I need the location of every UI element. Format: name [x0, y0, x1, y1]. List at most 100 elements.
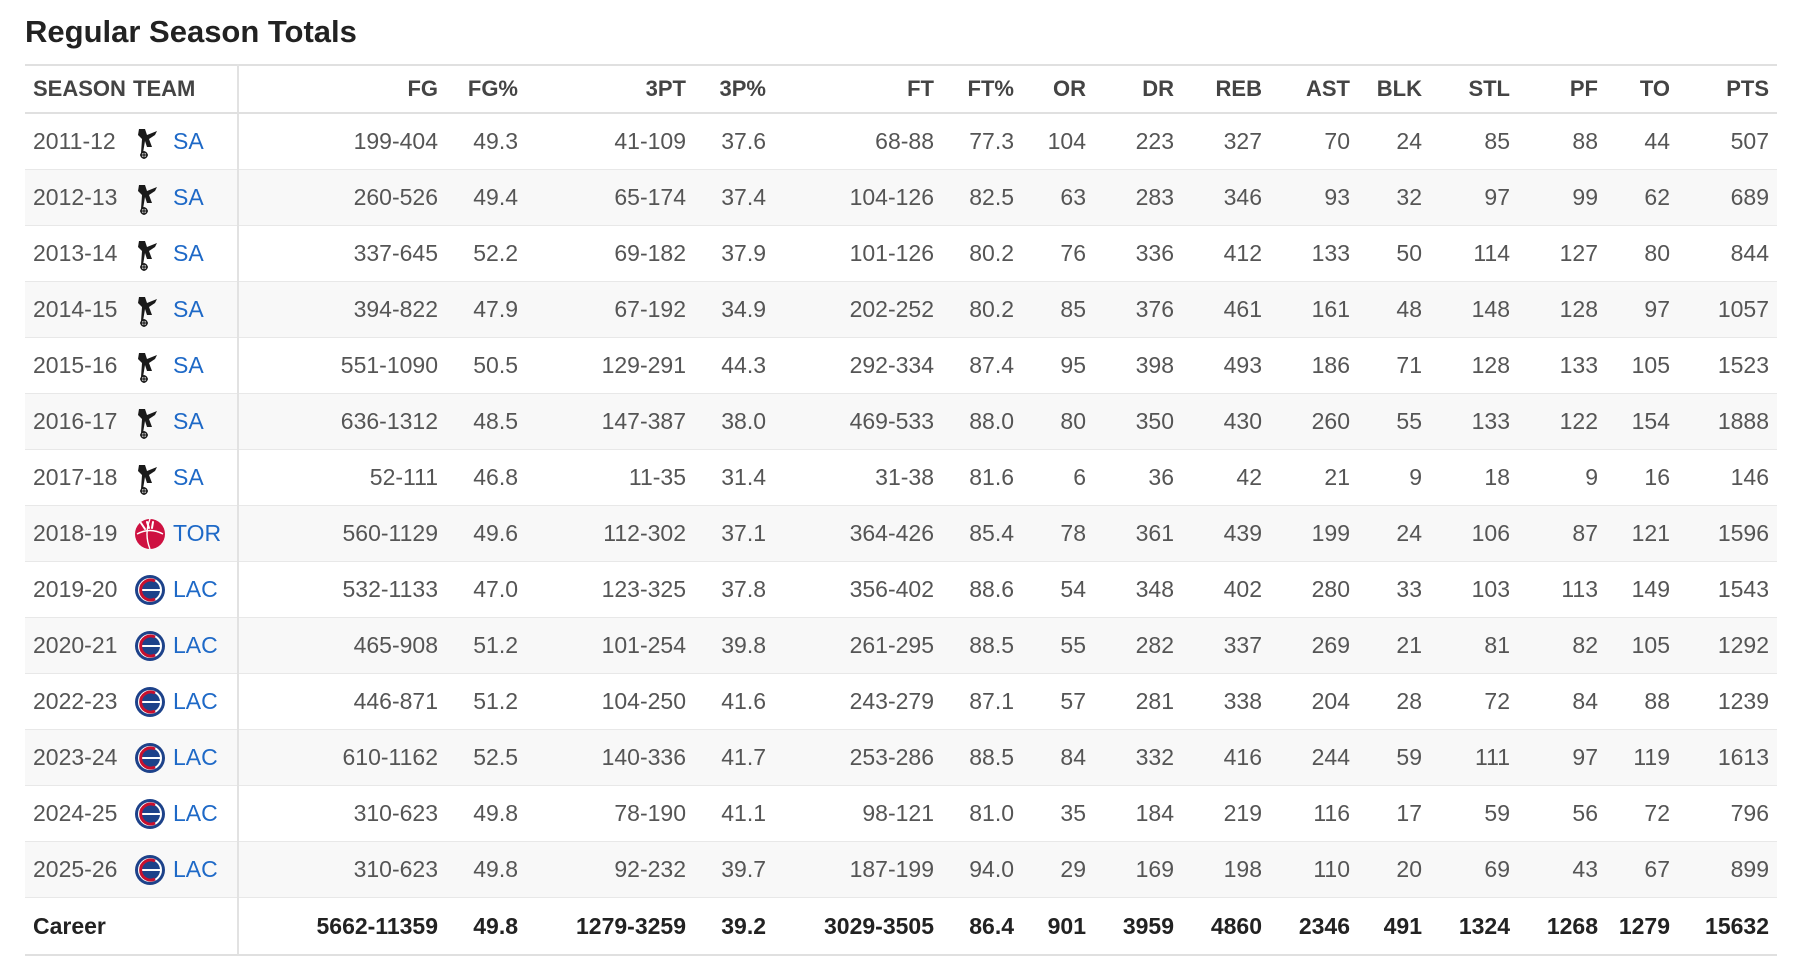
reb-cell: 346: [1182, 169, 1270, 226]
reb-cell: 402: [1182, 561, 1270, 618]
col-header-fg-pct[interactable]: FG%: [446, 65, 526, 114]
ft-cell: 261-295: [774, 617, 942, 674]
team-wrap: SA: [133, 237, 229, 271]
team-link[interactable]: LAC: [173, 632, 218, 658]
or-cell: 54: [1022, 561, 1094, 618]
3pt-cell: 69-182: [526, 225, 694, 282]
team-link[interactable]: SA: [173, 464, 204, 490]
page-title: Regular Season Totals: [25, 14, 357, 49]
ft-cell: 104-126: [774, 169, 942, 226]
to-cell: 67: [1606, 841, 1678, 898]
team-link[interactable]: TOR: [173, 520, 222, 546]
team-link[interactable]: LAC: [173, 856, 218, 882]
dr-cell: 169: [1094, 841, 1182, 898]
ft-cell: 292-334: [774, 337, 942, 394]
ft-pct-cell: 80.2: [942, 281, 1022, 338]
ft-cell: 253-286: [774, 729, 942, 786]
career-3pt: 1279-3259: [526, 897, 694, 956]
pts-cell: 146: [1678, 449, 1777, 506]
team-link[interactable]: LAC: [173, 576, 218, 602]
or-cell: 84: [1022, 729, 1094, 786]
col-header-or[interactable]: OR: [1022, 65, 1094, 114]
season-cell: 2025-26: [25, 841, 125, 898]
stats-body: 2011-12 SA 199-404 49.3 41-109 37.6 68-88 77.3 1…: [25, 113, 1777, 898]
col-header-to[interactable]: TO: [1606, 65, 1678, 114]
col-header-ft-pct[interactable]: FT%: [942, 65, 1022, 114]
dr-cell: 36: [1094, 449, 1182, 506]
team-cell: SA: [125, 169, 239, 226]
col-header-reb[interactable]: REB: [1182, 65, 1270, 114]
season-cell: 2024-25: [25, 785, 125, 842]
season-cell: 2023-24: [25, 729, 125, 786]
ft-cell: 364-426: [774, 505, 942, 562]
ft-pct-cell: 85.4: [942, 505, 1022, 562]
to-cell: 62: [1606, 169, 1678, 226]
fg-cell: 560-1129: [238, 505, 446, 562]
blk-cell: 24: [1358, 113, 1430, 170]
table-row: 2012-13 SA 260-526 49.4 65-174 37.4 104-126 82.…: [25, 169, 1777, 226]
team-link[interactable]: LAC: [173, 800, 218, 826]
col-header-ft[interactable]: FT: [774, 65, 942, 114]
team-link[interactable]: SA: [173, 352, 204, 378]
ft-pct-cell: 81.6: [942, 449, 1022, 506]
col-header-3p-pct[interactable]: 3P%: [694, 65, 774, 114]
3pt-cell: 41-109: [526, 113, 694, 170]
pts-cell: 1888: [1678, 393, 1777, 450]
ft-pct-cell: 87.1: [942, 673, 1022, 730]
ft-cell: 31-38: [774, 449, 942, 506]
ast-cell: 161: [1270, 281, 1358, 338]
blk-cell: 48: [1358, 281, 1430, 338]
dr-cell: 283: [1094, 169, 1182, 226]
season-cell: 2012-13: [25, 169, 125, 226]
spurs-icon: [133, 237, 167, 271]
3pt-cell: 147-387: [526, 393, 694, 450]
career-fg: 5662-11359: [238, 897, 446, 956]
col-header-season[interactable]: SEASON: [25, 65, 125, 114]
col-header-3pt[interactable]: 3PT: [526, 65, 694, 114]
3pt-cell: 104-250: [526, 673, 694, 730]
team-link[interactable]: LAC: [173, 688, 218, 714]
team-wrap: TOR: [133, 517, 229, 551]
team-wrap: LAC: [133, 573, 229, 607]
team-link[interactable]: SA: [173, 296, 204, 322]
stl-cell: 148: [1430, 281, 1518, 338]
clippers-icon: [133, 853, 167, 887]
or-cell: 104: [1022, 113, 1094, 170]
clippers-icon: [133, 797, 167, 831]
header-row: SEASON TEAM FG FG% 3PT 3P% FT FT% OR DR …: [25, 65, 1777, 114]
pf-cell: 9: [1518, 449, 1606, 506]
col-header-dr[interactable]: DR: [1094, 65, 1182, 114]
team-link[interactable]: SA: [173, 240, 204, 266]
stl-cell: 128: [1430, 337, 1518, 394]
career-blk: 491: [1358, 897, 1430, 956]
career-3p-pct: 39.2: [694, 897, 774, 956]
3p-pct-cell: 38.0: [694, 393, 774, 450]
ft-pct-cell: 88.5: [942, 617, 1022, 674]
col-header-stl[interactable]: STL: [1430, 65, 1518, 114]
team-link[interactable]: SA: [173, 128, 204, 154]
fg-pct-cell: 49.8: [446, 785, 526, 842]
col-header-ast[interactable]: AST: [1270, 65, 1358, 114]
career-ft: 3029-3505: [774, 897, 942, 956]
blk-cell: 55: [1358, 393, 1430, 450]
ast-cell: 116: [1270, 785, 1358, 842]
pf-cell: 99: [1518, 169, 1606, 226]
stl-cell: 72: [1430, 673, 1518, 730]
col-header-pts[interactable]: PTS: [1678, 65, 1777, 114]
to-cell: 97: [1606, 281, 1678, 338]
table-row: 2017-18 SA 52-111 46.8 11-35 31.4 31-38 81.6 6 36…: [25, 449, 1777, 506]
stl-cell: 133: [1430, 393, 1518, 450]
col-header-pf[interactable]: PF: [1518, 65, 1606, 114]
col-header-fg[interactable]: FG: [238, 65, 446, 114]
team-link[interactable]: LAC: [173, 744, 218, 770]
team-wrap: LAC: [133, 853, 229, 887]
3p-pct-cell: 41.7: [694, 729, 774, 786]
pf-cell: 113: [1518, 561, 1606, 618]
col-header-blk[interactable]: BLK: [1358, 65, 1430, 114]
stl-cell: 59: [1430, 785, 1518, 842]
to-cell: 88: [1606, 673, 1678, 730]
col-header-team[interactable]: TEAM: [125, 65, 239, 114]
team-link[interactable]: SA: [173, 408, 204, 434]
stl-cell: 18: [1430, 449, 1518, 506]
team-link[interactable]: SA: [173, 184, 204, 210]
